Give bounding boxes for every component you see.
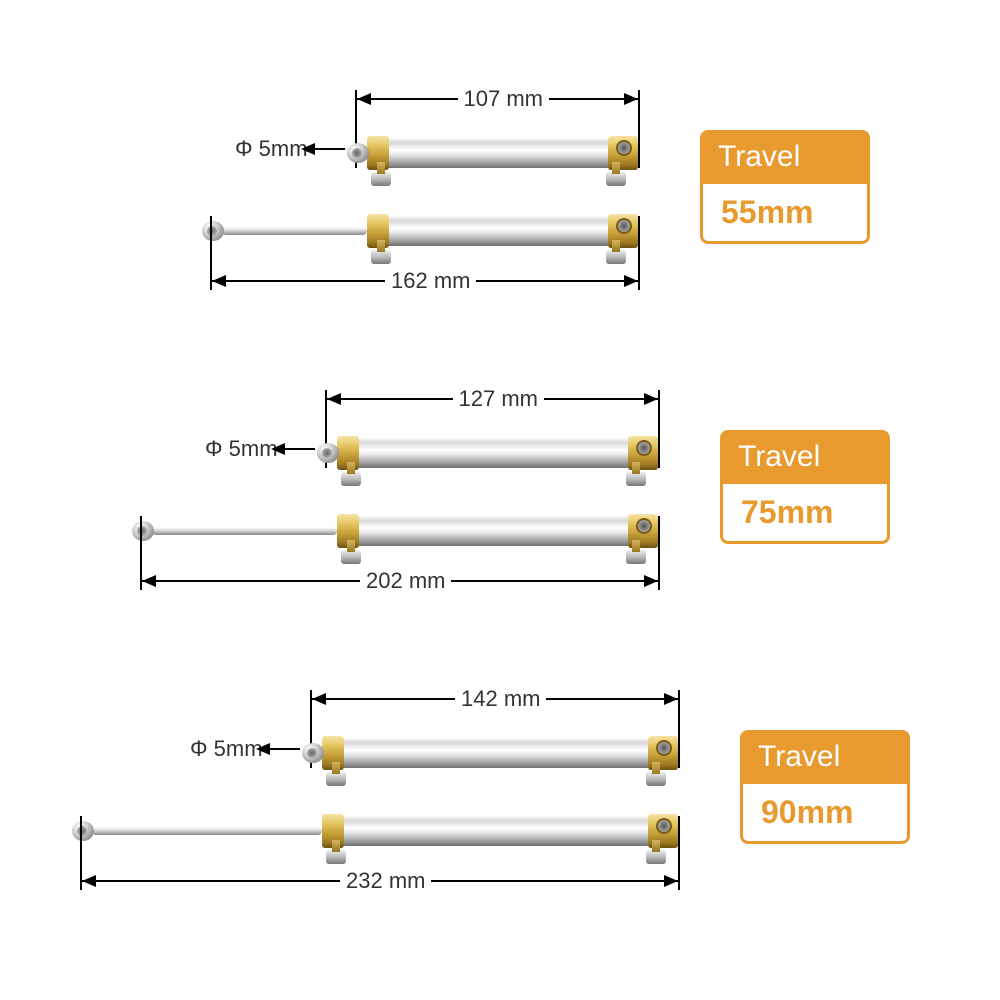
port-fitting xyxy=(371,250,391,264)
port-fitting xyxy=(371,172,391,186)
travel-badge-title: Travel xyxy=(740,730,910,784)
extended-length-label: 162 mm xyxy=(385,268,476,294)
mount-hole xyxy=(656,818,672,834)
port-fitting xyxy=(626,472,646,486)
port-fitting xyxy=(341,472,361,486)
dim-arrow xyxy=(357,93,371,105)
retracted-length-label: 142 mm xyxy=(455,686,546,712)
rod-end-eye xyxy=(202,221,224,241)
travel-badge-title: Travel xyxy=(720,430,890,484)
port-fitting xyxy=(626,550,646,564)
retracted-length-label: 107 mm xyxy=(458,86,549,112)
travel-badge: Travel55mm xyxy=(700,130,870,244)
extended-length-label: 232 mm xyxy=(340,868,431,894)
cylinder-body xyxy=(330,738,650,768)
travel-badge: Travel75mm xyxy=(720,430,890,544)
dim-arrow xyxy=(644,393,658,405)
port-fitting xyxy=(606,250,626,264)
dim-arrow xyxy=(664,875,678,887)
cylinder-body xyxy=(345,516,630,546)
extended-length-label: 202 mm xyxy=(360,568,451,594)
dim-arrow xyxy=(312,693,326,705)
dim-arrow xyxy=(142,575,156,587)
port-fitting xyxy=(326,850,346,864)
rod-end-eye xyxy=(132,521,154,541)
mount-hole xyxy=(616,140,632,156)
cylinder-body xyxy=(375,138,610,168)
rod-end-eye xyxy=(347,143,369,163)
piston-rod xyxy=(222,227,367,235)
port-fitting xyxy=(646,850,666,864)
mount-hole xyxy=(616,218,632,234)
travel-badge-value: 55mm xyxy=(700,184,870,244)
piston-rod xyxy=(152,527,337,535)
port-fitting xyxy=(341,550,361,564)
dim-arrow xyxy=(82,875,96,887)
dim-arrow xyxy=(644,575,658,587)
ext-line xyxy=(678,816,680,890)
travel-badge-value: 75mm xyxy=(720,484,890,544)
dim-arrow xyxy=(624,93,638,105)
port-fitting xyxy=(326,772,346,786)
mount-hole xyxy=(636,518,652,534)
travel-badge-value: 90mm xyxy=(740,784,910,844)
mount-hole xyxy=(656,740,672,756)
travel-badge-title: Travel xyxy=(700,130,870,184)
dim-arrow xyxy=(327,393,341,405)
cylinder-body xyxy=(375,216,610,246)
cylinder-body xyxy=(345,438,630,468)
travel-badge: Travel90mm xyxy=(740,730,910,844)
rod-end-eye xyxy=(302,743,324,763)
cylinder-body xyxy=(330,816,650,846)
rod-end-eye xyxy=(317,443,339,463)
retracted-length-label: 127 mm xyxy=(453,386,544,412)
dim-arrow xyxy=(664,693,678,705)
piston-rod xyxy=(92,827,322,835)
port-fitting xyxy=(606,172,626,186)
mount-hole xyxy=(636,440,652,456)
rod-end-eye xyxy=(72,821,94,841)
ext-line xyxy=(638,216,640,290)
dim-arrow xyxy=(212,275,226,287)
ext-line xyxy=(658,516,660,590)
port-fitting xyxy=(646,772,666,786)
dim-arrow xyxy=(624,275,638,287)
